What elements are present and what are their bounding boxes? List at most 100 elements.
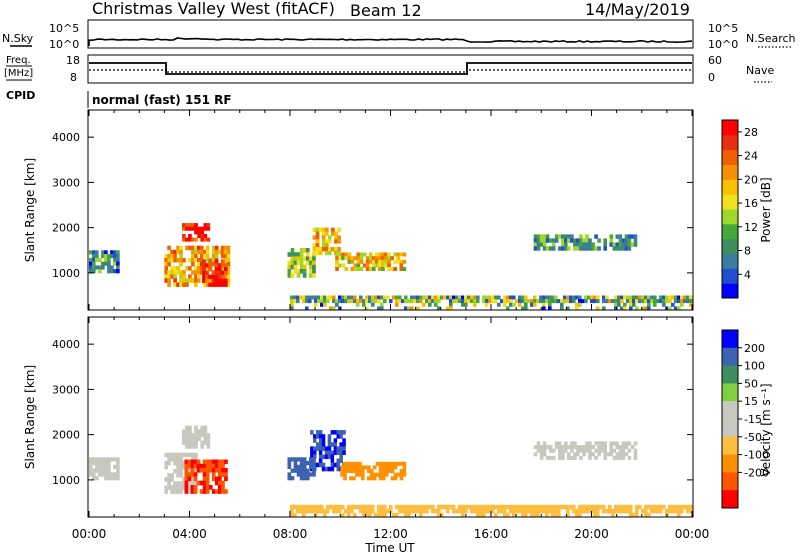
data-cell [200,245,204,251]
data-cell [603,242,607,247]
data-cell [677,504,681,510]
data-cell [302,461,307,466]
data-cell [182,460,186,466]
data-cell [621,441,626,446]
data-cell [182,234,186,238]
data-cell [561,452,565,457]
data-cell [176,245,180,251]
data-cell [419,299,423,304]
data-cell [164,266,168,271]
data-cell [603,238,607,243]
data-cell [410,295,414,300]
data-cell [302,464,307,469]
data-cell [190,472,195,477]
data-cell [302,476,307,481]
data-cell [338,256,342,261]
data-cell [182,429,186,434]
data-cell [164,489,168,494]
data-cell [293,512,297,518]
data-cell [314,504,318,510]
data-cell [584,295,588,300]
data-cell [293,504,297,510]
data-cell [629,306,633,311]
data-cell [365,263,370,268]
data-cell [202,489,207,494]
nave-line [89,69,692,73]
data-cell [597,452,601,457]
data-cell [302,508,306,514]
y-tick-label: 1000 [52,267,80,280]
data-cell [179,278,183,283]
data-cell [311,508,315,514]
data-cell [342,442,346,447]
data-cell [185,282,189,287]
data-cell [355,472,359,477]
data-cell [374,512,378,518]
data-cell [296,256,301,261]
data-cell [188,237,192,242]
data-cell [615,445,620,450]
data-cell [630,234,635,239]
data-cell [293,256,298,261]
data-cell [644,512,648,518]
data-cell [89,461,93,466]
data-cell [573,238,577,243]
data-cell [293,260,298,266]
data-cell [533,508,537,514]
data-cell [390,256,394,261]
data-cell [609,238,614,243]
data-cell [205,485,210,490]
data-cell [335,508,339,514]
data-cell [614,306,618,311]
data-cell [224,278,228,283]
data-cell [618,242,623,247]
data-cell [302,457,307,462]
data-cell [390,469,395,473]
data-cell [296,299,300,304]
data-cell [317,504,321,510]
date-label: 14/May/2019 [585,0,690,19]
data-cell [206,226,211,231]
data-cell [188,258,192,263]
data-cell [627,238,632,243]
data-cell [340,469,344,473]
data-cell [557,504,561,510]
data-cell [190,468,195,473]
data-cell [211,262,216,267]
data-cell [545,299,549,304]
data-cell [588,445,592,450]
data-cell [334,239,338,244]
noise-tick-low-left: 10^0 [49,38,79,51]
data-cell [203,234,208,238]
data-cell [296,273,301,278]
data-cell [320,299,324,304]
data-cell [338,299,342,304]
data-cell [333,450,338,455]
data-cell [605,508,609,514]
data-cell [384,472,389,477]
data-cell [313,438,317,443]
colorbar-tick-label: -200 [744,466,769,479]
freq-label: Freq. [6,55,31,66]
data-cell [188,440,192,445]
data-cell [381,472,386,477]
data-cell [665,295,669,300]
data-cell [683,299,687,304]
data-cell [476,299,480,304]
data-cell [113,269,117,274]
data-cell [449,504,453,510]
data-cell [299,256,304,261]
data-cell [337,235,341,240]
data-cell [579,242,583,247]
data-cell [116,468,120,473]
data-cell [167,274,171,279]
data-cell [458,299,462,304]
data-cell [299,468,304,473]
data-cell [176,465,180,470]
data-cell [350,295,354,300]
data-cell [551,512,555,518]
data-cell [311,504,315,510]
data-cell [167,245,171,251]
data-cell [392,512,396,518]
data-cell [581,508,585,514]
